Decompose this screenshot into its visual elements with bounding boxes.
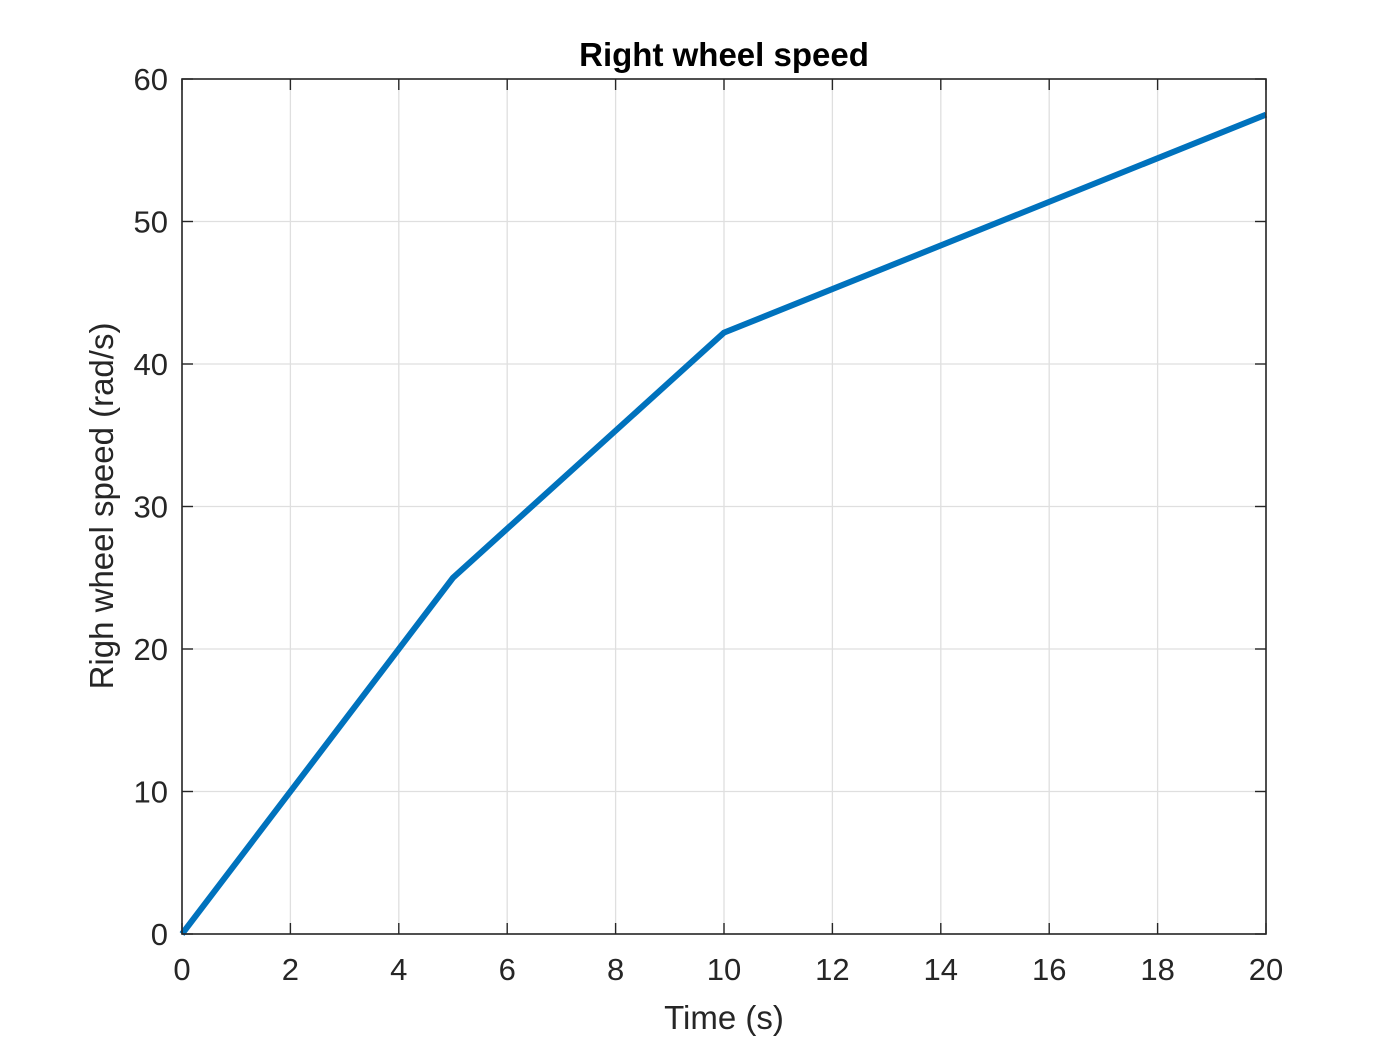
x-tick-label: 14 bbox=[924, 952, 958, 987]
y-tick-label: 60 bbox=[134, 62, 168, 97]
x-tick-label: 18 bbox=[1140, 952, 1174, 987]
series-layer bbox=[179, 111, 1268, 936]
x-axis-label: Time (s) bbox=[664, 999, 784, 1036]
y-tick-label: 30 bbox=[134, 490, 168, 525]
y-tick-label: 0 bbox=[151, 917, 168, 952]
x-tick-label: 4 bbox=[390, 952, 407, 987]
y-tick-label: 20 bbox=[134, 632, 168, 667]
x-tick-label: 10 bbox=[707, 952, 741, 987]
x-tick-label: 0 bbox=[173, 952, 190, 987]
y-tick-label: 40 bbox=[134, 347, 168, 382]
x-tick-label: 6 bbox=[499, 952, 516, 987]
y-tick-label: 10 bbox=[134, 775, 168, 810]
x-tick-label: 16 bbox=[1032, 952, 1066, 987]
series-line bbox=[179, 111, 1268, 936]
chart-title: Right wheel speed bbox=[579, 36, 869, 73]
plot-frame bbox=[181, 78, 1267, 935]
x-tick-label: 8 bbox=[607, 952, 624, 987]
y-tick-label: 50 bbox=[134, 205, 168, 240]
tick-labels: 0 2 4 6 8 10 12 14 16 18 20 0 10 20 30 40 50 60 bbox=[134, 62, 1284, 987]
x-tick-label: 12 bbox=[815, 952, 849, 987]
x-tick-label: 2 bbox=[282, 952, 299, 987]
y-axis-label: Righ wheel speed (rad/s) bbox=[83, 323, 120, 690]
x-tick-label: 20 bbox=[1249, 952, 1283, 987]
